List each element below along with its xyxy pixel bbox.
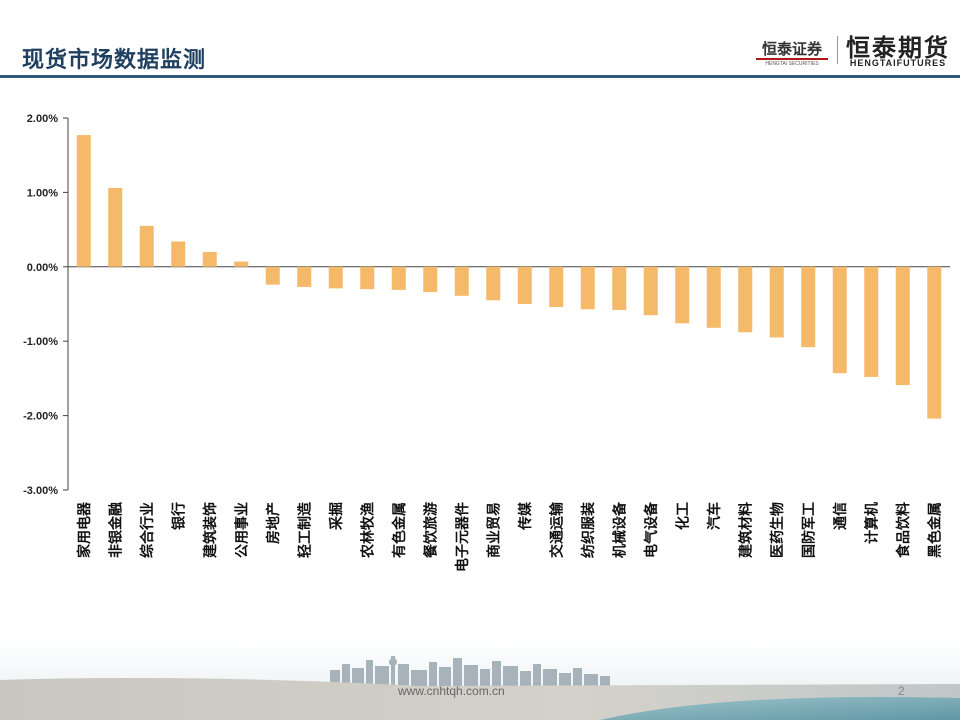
bar [549,266,564,307]
x-category-label: 纺织服装 [580,501,597,558]
bar [454,266,469,296]
bar [139,225,154,267]
hengtai-futures-logo: 恒泰期货 HENGTAIFUTURES [842,28,954,68]
hengtai-securities-logo: 恒泰证券 HENGTAI SECURITIES [752,36,832,67]
bar [738,266,753,333]
bar [517,266,532,304]
x-category-label: 银行 [170,502,187,530]
bar [675,266,690,324]
x-category-label: 商业贸易 [485,502,502,558]
x-category-label: 汽车 [706,502,723,530]
bar [643,266,658,316]
x-category-label: 公用事业 [233,502,250,558]
bar [423,266,438,293]
bar [927,266,942,419]
y-tick-label: 0.00% [27,262,58,274]
logo-right-sub: HENGTAIFUTURES [849,58,947,68]
bar [706,266,721,328]
footer-url: www.cnhtqh.com.cn [398,684,505,698]
x-category-label: 综合行业 [139,502,156,558]
x-category-label: 有色金属 [391,502,408,558]
x-category-label: 非银金融 [107,502,124,558]
y-tick-label: -3.00% [23,485,58,497]
y-tick-label: -1.00% [23,336,58,348]
bar [360,266,375,290]
y-tick-label: -2.00% [23,411,58,423]
y-tick-label: 2.00% [27,113,58,125]
x-category-label: 电子元器件 [454,502,471,572]
x-category-label: 传媒 [517,501,534,531]
x-category-label: 医药生物 [769,502,786,558]
logo-left-rule [756,58,828,60]
page-number: 2 [898,684,905,698]
x-category-label: 房地产 [265,502,282,544]
slide-header: 现货市场数据监测 恒泰证券 HENGTAI SECURITIES 恒泰期货 HE… [0,0,960,80]
bar [76,135,91,267]
x-category-label: 机械设备 [611,501,628,558]
bar [234,261,249,267]
industry-returns-bar-chart: 2.00% 1.00% 0.00% -1.00% -2.00% -3.00% 家用电器 非银金… [23,113,950,572]
bar [612,266,627,310]
bar [864,266,879,377]
x-category-label: 计算机 [863,502,880,544]
city-skyline-image [0,640,960,720]
slide-footer: www.cnhtqh.com.cn 2 [0,640,960,720]
x-category-label: 国防军工 [800,502,817,558]
logo-left-sub: HENGTAI SECURITIES [765,61,819,67]
bar [171,241,186,267]
bar [769,266,784,338]
bar [832,266,847,374]
bar [391,266,406,290]
x-category-label: 采掘 [328,502,345,531]
bar [895,266,910,386]
bar [328,266,343,289]
x-category-label: 农林牧渔 [359,502,376,559]
x-category-label: 食品饮料 [895,502,912,558]
logo-left-name: 恒泰证券 [761,40,822,58]
logo-right-name: 恒泰期货 [846,34,950,62]
bar [297,266,312,287]
bar [108,187,123,267]
bar [202,251,217,267]
title-rule [0,75,960,78]
x-category-label: 建筑材料 [737,502,754,558]
bar [486,266,501,301]
x-category-label: 通信 [832,502,849,530]
x-category-label: 建筑装饰 [202,502,219,558]
y-tick-label: 1.00% [27,187,58,199]
bar [265,266,280,285]
x-category-label: 电气设备 [643,501,660,558]
x-category-label: 餐饮旅游 [422,502,439,559]
x-category-label: 轻工制造 [296,502,313,558]
bar [801,266,816,348]
x-category-label: 化工 [674,502,691,530]
x-category-label: 家用电器 [76,501,93,558]
logo-separator [837,36,838,64]
bar [580,266,595,310]
x-category-label: 黑色金属 [926,502,943,558]
x-category-label: 交通运输 [548,501,565,558]
page-title: 现货市场数据监测 [22,48,207,73]
